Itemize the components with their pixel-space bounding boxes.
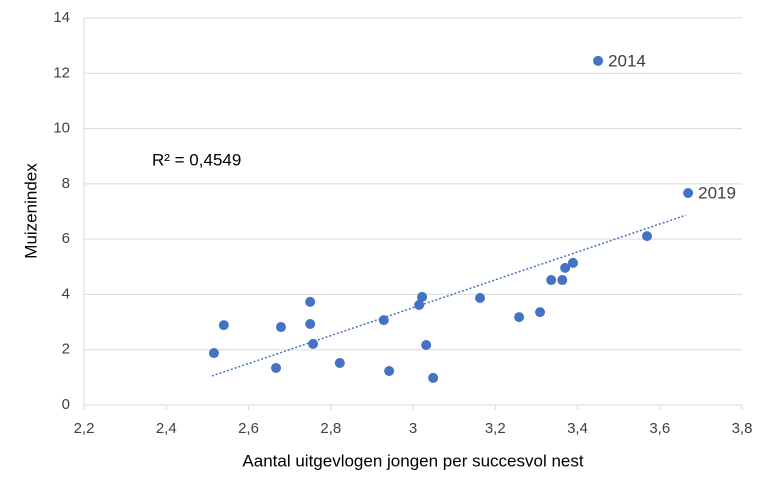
- point: [275, 322, 286, 333]
- point: [334, 357, 345, 368]
- point: [305, 319, 316, 330]
- point: [593, 55, 604, 66]
- y-axis-title: Muizenindex: [21, 163, 40, 259]
- point: [218, 320, 229, 331]
- y-tick-label: 8: [62, 175, 70, 192]
- point: [428, 372, 439, 383]
- r-squared: R² = 0,4549: [152, 150, 241, 169]
- point: [560, 262, 571, 273]
- x-tick-label: 2,6: [238, 420, 259, 437]
- point: [642, 231, 653, 242]
- x-tick-label: 3,8: [732, 420, 753, 437]
- point: [421, 340, 432, 351]
- x-axis-title: Aantal uitgevlogen jongen per succesvol …: [242, 451, 583, 470]
- x-tick-label: 3,2: [485, 420, 506, 437]
- y-tick-label: 10: [53, 120, 70, 137]
- point: [514, 312, 525, 323]
- point: [378, 315, 389, 326]
- x-tick-label: 2,2: [74, 420, 95, 437]
- point: [417, 291, 428, 302]
- point: [308, 338, 319, 349]
- annotation: 2019: [698, 183, 736, 202]
- x-tick-label: 2,8: [320, 420, 341, 437]
- y-tick-label: 6: [62, 230, 70, 247]
- point: [271, 362, 282, 373]
- y-tick-label: 4: [62, 285, 70, 302]
- y-tick-label: 14: [53, 9, 70, 26]
- x-tick-label: 3,6: [649, 420, 670, 437]
- x-tick-label: 3: [409, 420, 417, 437]
- x-tick-label: 2,4: [156, 420, 177, 437]
- point: [305, 296, 316, 307]
- point: [683, 187, 694, 198]
- annotation: 2014: [608, 51, 646, 70]
- y-tick-label: 12: [53, 64, 70, 81]
- point: [535, 307, 546, 318]
- x-tick-label: 3,4: [567, 420, 588, 437]
- y-tick-label: 2: [62, 341, 70, 358]
- point: [384, 365, 395, 376]
- point: [414, 299, 425, 310]
- point: [546, 275, 557, 286]
- point: [567, 257, 578, 268]
- point: [475, 293, 486, 304]
- point: [557, 275, 568, 286]
- y-tick-label: 0: [62, 396, 70, 413]
- point: [208, 348, 219, 359]
- trendline: [211, 214, 687, 377]
